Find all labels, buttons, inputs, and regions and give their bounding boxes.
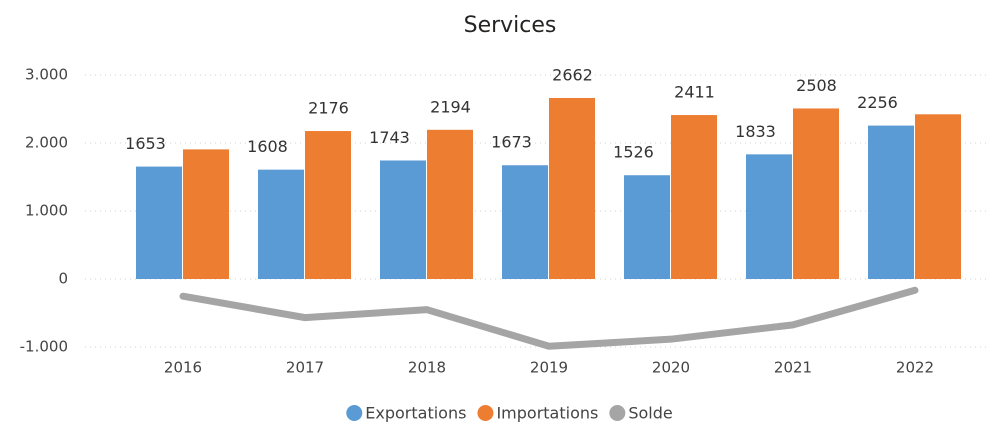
bar xyxy=(305,131,351,279)
data-label: 1608 xyxy=(247,137,288,156)
legend-marker[interactable] xyxy=(609,405,626,421)
bar xyxy=(868,125,914,279)
bar xyxy=(136,166,182,279)
bar xyxy=(427,129,473,279)
y-tick-label: 3.000 xyxy=(25,66,68,84)
data-label: 1526 xyxy=(613,143,654,162)
data-label: 2194 xyxy=(430,97,471,116)
data-label: 2508 xyxy=(796,76,837,95)
bar xyxy=(671,115,717,279)
bar xyxy=(624,175,670,279)
legend-marker[interactable] xyxy=(477,405,494,421)
legend-label[interactable]: Solde xyxy=(628,404,672,423)
y-tick-label: 1.000 xyxy=(25,202,68,220)
y-tick-label: -1.000 xyxy=(20,338,68,356)
line xyxy=(179,286,919,350)
chart-title: Services xyxy=(464,13,557,38)
x-tick-label: 2021 xyxy=(774,359,812,377)
bar xyxy=(915,114,961,279)
bar xyxy=(380,160,426,279)
x-tick-label: 2017 xyxy=(286,359,324,377)
bar xyxy=(746,154,792,279)
x-tick-label: 2018 xyxy=(408,359,446,377)
y-tick-label: 2.000 xyxy=(25,134,68,152)
bar xyxy=(549,97,595,279)
bar xyxy=(502,165,548,279)
data-label: 2662 xyxy=(552,65,593,84)
x-tick-label: 2022 xyxy=(896,359,934,377)
x-tick-label: 2020 xyxy=(652,359,690,377)
data-label: 2176 xyxy=(308,99,349,118)
y-tick-label: 0 xyxy=(58,270,68,288)
legend-label[interactable]: Exportations xyxy=(365,404,466,423)
data-label: 2256 xyxy=(857,93,898,112)
data-label: 1743 xyxy=(369,128,410,147)
data-label: 1673 xyxy=(491,133,532,152)
x-tick-label: 2019 xyxy=(530,359,568,377)
bar xyxy=(183,149,229,279)
data-label: 1653 xyxy=(125,134,166,153)
data-label: 2411 xyxy=(674,83,715,102)
bar xyxy=(793,108,839,280)
legend-label[interactable]: Importations xyxy=(496,404,598,423)
bar xyxy=(258,169,304,279)
x-tick-label: 2016 xyxy=(164,359,202,377)
legend-marker[interactable] xyxy=(346,405,363,421)
data-label: 1833 xyxy=(735,122,776,141)
